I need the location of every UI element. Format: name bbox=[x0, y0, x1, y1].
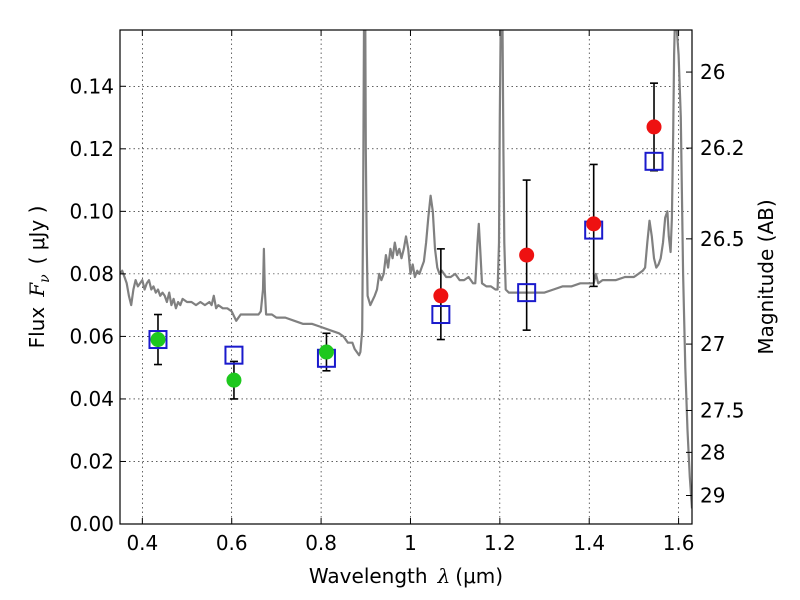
y-tick-label: 0.12 bbox=[69, 137, 114, 161]
y-tick-label: 0.10 bbox=[69, 199, 114, 223]
plot-frame bbox=[119, 29, 693, 525]
model-photometry-square bbox=[224, 345, 244, 365]
y2-tick-label: 26.2 bbox=[700, 136, 745, 160]
y2-tick-label: 28 bbox=[700, 440, 725, 464]
y-tick-label: 0.02 bbox=[69, 449, 114, 473]
y2-tick-label: 27 bbox=[700, 332, 725, 356]
y2-tick-label: 26.5 bbox=[700, 227, 745, 251]
x-tick-label: 0.4 bbox=[126, 531, 158, 555]
model-photometry-square bbox=[431, 305, 451, 325]
plot-area bbox=[120, 30, 692, 509]
observed-point bbox=[318, 344, 334, 360]
x-tick-label: 1.4 bbox=[573, 531, 605, 555]
x-tick-label: 0.8 bbox=[305, 531, 337, 555]
axis-ticks: 0.4 0.6 0.8 1 1.2 1.4 1.6 0.00 0.02 0.04 0.06 0.08 0… bbox=[69, 30, 745, 555]
y2-tick-label: 26 bbox=[700, 60, 725, 84]
y2-tick-label: 29 bbox=[700, 483, 725, 507]
observed-point bbox=[519, 247, 535, 263]
model-photometry-square bbox=[644, 151, 664, 171]
observed-point bbox=[646, 119, 662, 135]
model-photometry-square bbox=[517, 283, 537, 303]
observed-point bbox=[150, 332, 166, 348]
x-tick-label: 1.6 bbox=[663, 531, 695, 555]
y2-axis-title: Magnitude (AB) bbox=[754, 199, 778, 354]
grid bbox=[120, 30, 692, 525]
x-axis-title: Wavelength λ (μm) bbox=[309, 564, 503, 588]
observed-point bbox=[586, 216, 602, 232]
x-tick-label: 1.2 bbox=[484, 531, 516, 555]
y-tick-label: 0.06 bbox=[69, 324, 114, 348]
observed-point bbox=[433, 288, 449, 304]
model-photometry-square bbox=[148, 330, 168, 350]
y-tick-label: 0.14 bbox=[69, 74, 114, 98]
observed-point bbox=[226, 372, 242, 388]
x-tick-label: 0.6 bbox=[216, 531, 248, 555]
y-tick-label: 0.04 bbox=[69, 387, 114, 411]
y-axis-title: FluxFν( μJy ) bbox=[25, 206, 53, 349]
y2-tick-label: 27.5 bbox=[700, 398, 745, 422]
y-tick-label: 0.08 bbox=[69, 262, 114, 286]
spectrum-line bbox=[120, 30, 692, 509]
x-tick-label: 1 bbox=[404, 531, 417, 555]
y-tick-label: 0.00 bbox=[69, 512, 114, 536]
